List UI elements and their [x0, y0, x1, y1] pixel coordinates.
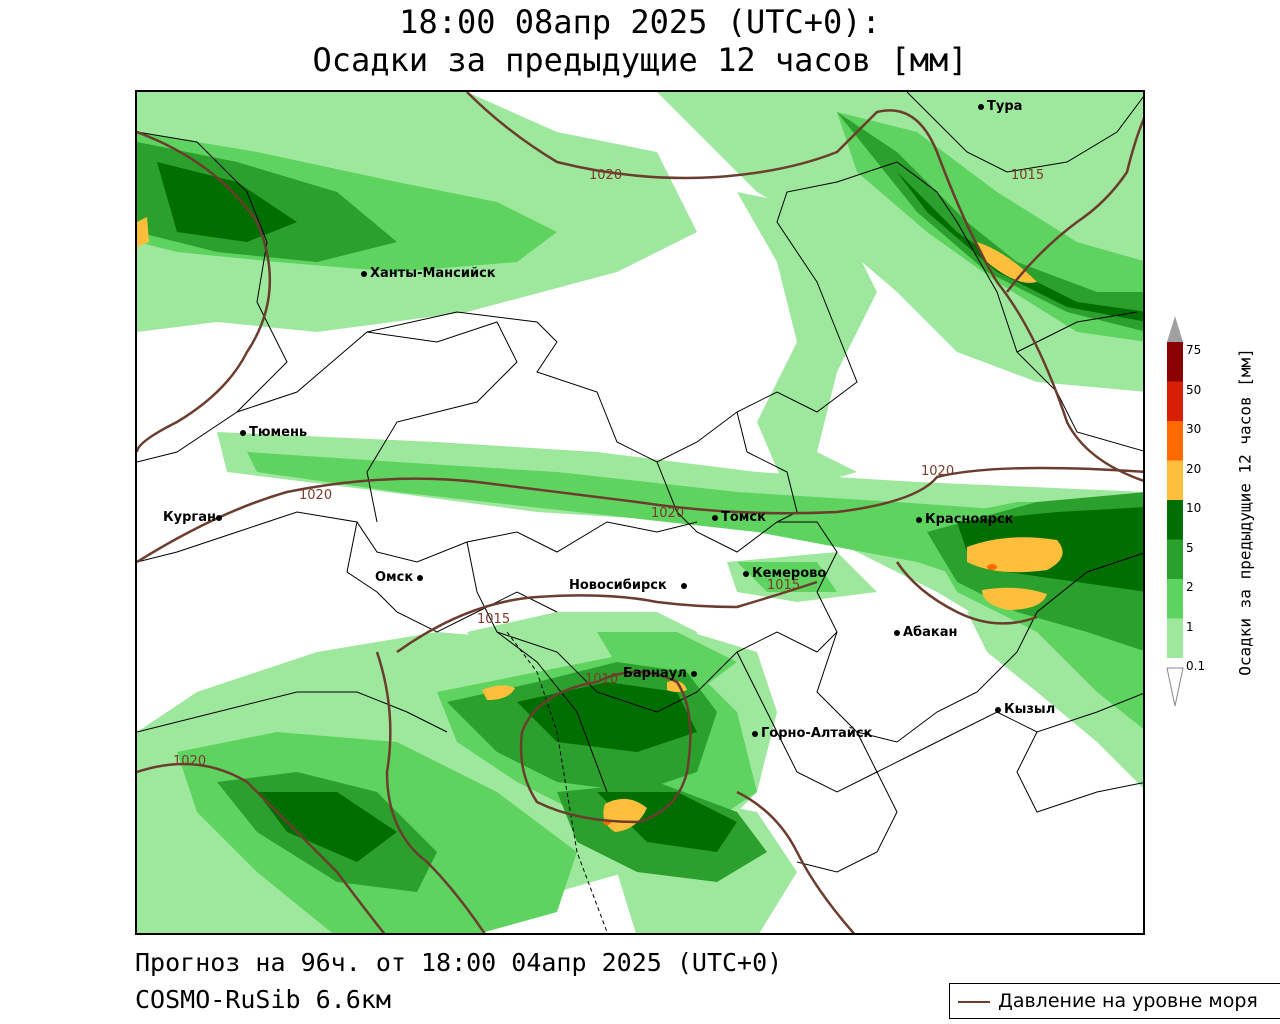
city-dot-icon [978, 103, 984, 110]
precip-color-legend [1166, 316, 1184, 707]
map-subtitle: Осадки за предыдущие 12 часов [мм] [312, 41, 968, 79]
legend-tick-label: 30 [1186, 422, 1202, 436]
city-label: Омск [375, 570, 414, 585]
isobar-label: 1020 [651, 506, 685, 521]
city-dot-icon [743, 570, 749, 577]
city-marker[interactable]: Абакан [894, 625, 958, 640]
city-label: Кемерово [752, 566, 827, 581]
isobar-label: 1015 [1011, 168, 1045, 183]
legend-tick-label: 20 [1186, 461, 1202, 476]
city-dot-icon [752, 730, 758, 737]
city-label: Кызыл [1004, 702, 1056, 717]
legend-band [1167, 618, 1183, 658]
city-marker[interactable]: Новосибирск [569, 578, 690, 593]
legend-band [1167, 579, 1183, 619]
forecast-info: Прогноз на 96ч. от 18:00 04апр 2025 (UTC… [135, 948, 783, 977]
precipitation-map[interactable]: 1020 1015 1020 1020 1020 1015 1015 1010 … [135, 90, 1145, 935]
legend-tick-label: 1 [1186, 619, 1194, 634]
legend-band [1167, 421, 1183, 461]
city-label: Тура [987, 99, 1023, 114]
model-info: COSMO-RuSib 6.6км [135, 985, 391, 1014]
city-marker[interactable]: Омск [375, 570, 426, 585]
map-canvas [137, 92, 1143, 933]
legend-band [1167, 342, 1183, 382]
legend-tick-label: 0.1 [1186, 659, 1206, 673]
city-dot-icon [894, 629, 900, 636]
city-dot-icon [240, 429, 246, 436]
isobar-label: 1020 [299, 488, 333, 503]
isobar-label: 1020 [921, 464, 955, 479]
city-marker[interactable]: Тура [978, 99, 1022, 114]
pressure-legend-label: Давление на уровне моря [998, 990, 1258, 1012]
legend-over-arrow [1167, 316, 1183, 342]
city-marker[interactable]: Кемерово [743, 566, 826, 581]
map-title: 18:00 08апр 2025 (UTC+0): [399, 3, 881, 41]
city-label: Новосибирск [569, 578, 667, 593]
city-dot-icon [417, 574, 424, 581]
legend-band [1167, 381, 1183, 421]
pressure-line-swatch [958, 1001, 990, 1003]
legend-bands [1167, 342, 1183, 658]
city-marker[interactable]: Горно-Алтайск [752, 726, 872, 741]
isobar-label: 1015 [477, 612, 511, 627]
city-dot-icon [680, 582, 687, 589]
legend-tick-label: 75 [1186, 343, 1202, 357]
city-marker[interactable]: Курган [163, 510, 225, 525]
legend-title: Осадки за предыдущие 12 часов [мм] [1235, 348, 1255, 676]
city-dot-icon [690, 670, 697, 677]
city-marker[interactable]: Красноярск [916, 512, 1014, 527]
national-border [506, 631, 608, 933]
city-marker[interactable]: Томск [712, 510, 766, 525]
city-dot-icon [361, 270, 367, 277]
city-label: Тюмень [249, 425, 308, 440]
legend-under-arrow [1166, 667, 1184, 707]
city-dot-icon [916, 516, 922, 523]
city-dot-icon [712, 514, 718, 521]
legend-band [1167, 539, 1183, 579]
isobar-label: 1010 [585, 672, 619, 687]
city-marker[interactable]: Барнаул [623, 666, 700, 681]
isobars [137, 92, 1143, 933]
city-marker[interactable]: Ханты-Мансийск [361, 266, 496, 281]
city-label: Барнаул [623, 666, 687, 681]
legend-tick-label: 2 [1186, 580, 1194, 594]
isobar-label: 1020 [173, 754, 207, 769]
city-label: Абакан [903, 625, 958, 640]
city-label: Красноярск [925, 512, 1014, 527]
legend-band [1167, 500, 1183, 540]
city-marker[interactable]: Тюмень [240, 425, 307, 440]
city-label: Ханты-Мансийск [370, 266, 496, 281]
legend-tick-label: 50 [1186, 382, 1202, 397]
city-marker[interactable]: Кызыл [995, 702, 1055, 717]
admin-borders [137, 92, 1143, 873]
legend-band [1167, 460, 1183, 500]
legend-tick-label: 5 [1186, 540, 1194, 555]
city-label: Курган [163, 510, 216, 525]
isobar-label: 1015 [767, 578, 801, 593]
city-dot-icon [995, 706, 1001, 713]
legend-tick-label: 10 [1186, 501, 1202, 515]
city-label: Томск [721, 510, 766, 525]
city-label: Горно-Алтайск [761, 726, 873, 741]
pressure-legend: Давление на уровне моря [949, 983, 1280, 1019]
isobar-label: 1020 [589, 168, 623, 183]
city-dot-icon [215, 514, 222, 521]
